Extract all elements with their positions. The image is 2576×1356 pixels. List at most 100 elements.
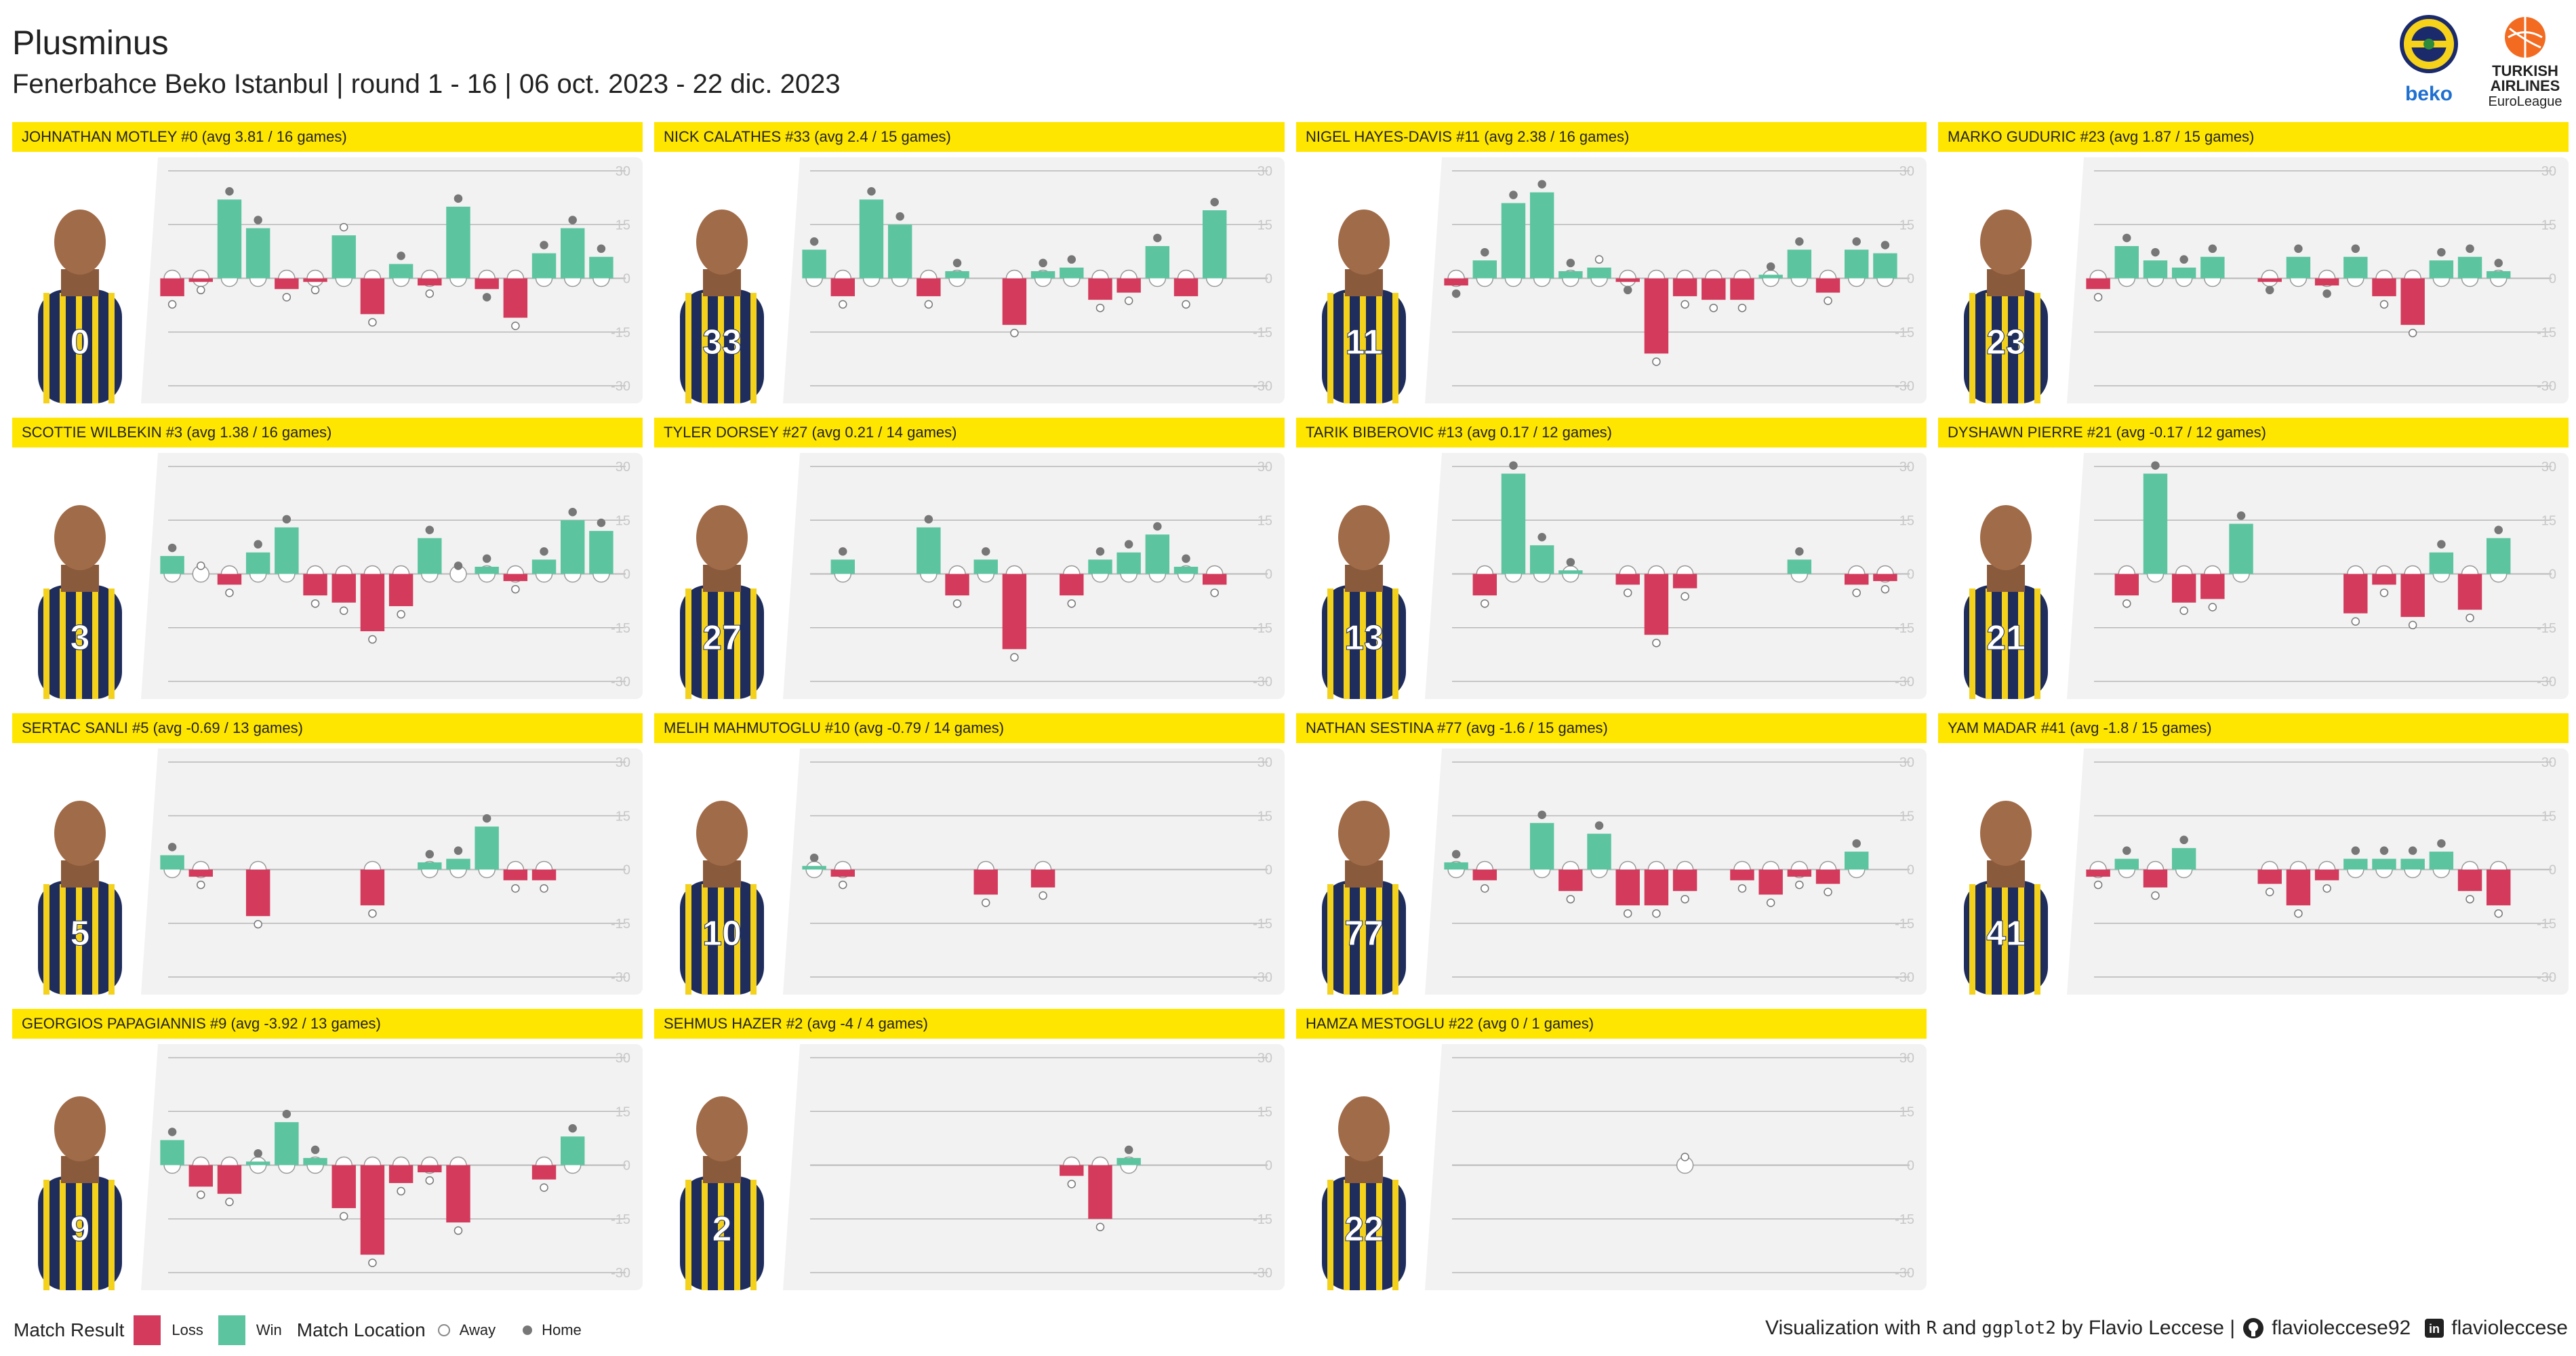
away-dot (225, 1197, 234, 1207)
plusminus-bar (388, 1165, 414, 1183)
y-tick-label: -15 (1895, 325, 1914, 340)
plusminus-bar (1444, 278, 1468, 286)
plusminus-bar (2143, 260, 2168, 279)
legend-win-label: Win (256, 1321, 282, 1338)
plusminus-bar (2171, 848, 2196, 870)
player-panel: SCOTTIE WILBEKIN #3 (avg 1.38 / 16 games… (12, 418, 643, 699)
panel-chart: 41 30 15 0 -15 -30 (1938, 749, 2556, 995)
plusminus-bar (1472, 260, 1497, 279)
player-panel: MELIH MAHMUTOGLU #10 (avg -0.79 / 14 gam… (654, 713, 1285, 995)
plusminus-bar (561, 228, 585, 279)
away-dot (1594, 255, 1604, 264)
y-tick-label: -30 (1253, 970, 1272, 985)
y-tick-label: 0 (2549, 863, 2556, 878)
plusminus-bar (2372, 574, 2396, 585)
y-tick-label: 30 (616, 460, 630, 475)
home-dot (2122, 233, 2131, 243)
home-dot (167, 1128, 177, 1136)
away-dot (1852, 589, 1861, 597)
y-tick-label: 15 (2541, 218, 2556, 233)
y-tick-label: 30 (2541, 755, 2556, 770)
y-tick-label: -30 (2537, 379, 2556, 394)
panel-chart: 2 30 15 0 -15 -30 (654, 1044, 1272, 1290)
plusminus-bar (1203, 574, 1227, 585)
jersey-stripe (43, 589, 49, 699)
away-dot (1067, 599, 1076, 608)
y-tick-label: 15 (1899, 809, 1914, 824)
jersey-stripe (60, 293, 66, 403)
jersey-number: 21 (1986, 618, 2026, 658)
y-tick-label: 15 (2541, 809, 2556, 824)
linkedin-icon: in (2425, 1319, 2444, 1338)
away-dot (397, 1186, 405, 1196)
home-dot (1852, 237, 1861, 246)
y-tick-label: 15 (616, 1104, 630, 1119)
plusminus-bar (589, 256, 613, 279)
home-dot (1594, 821, 1604, 830)
linkedin-handle[interactable]: flavioleccese (2451, 1317, 2568, 1339)
jersey-stripe (734, 884, 740, 995)
y-tick-label: 30 (1257, 755, 1272, 770)
plusminus-bar (802, 250, 826, 279)
away-dot (540, 1183, 548, 1192)
plusminus-bar (160, 278, 184, 296)
home-dot (1537, 810, 1546, 820)
jersey-number: 23 (1986, 323, 2026, 362)
jersey-stripe (1969, 884, 1975, 995)
plusminus-bar (217, 1165, 242, 1194)
away-dot (1795, 880, 1804, 890)
player-panel: JOHNATHAN MOTLEY #0 (avg 3.81 / 16 games… (12, 122, 643, 403)
home-dot (225, 187, 234, 196)
home-dot (1481, 247, 1489, 257)
home-dot (282, 1109, 291, 1119)
plusminus-bar (446, 858, 470, 870)
away-dot (1481, 884, 1489, 893)
y-tick-label: 0 (2549, 272, 2556, 287)
plusminus-bar (830, 869, 855, 877)
away-dot (368, 318, 377, 327)
y-tick-label: 15 (1257, 513, 1272, 528)
jersey-stripe (685, 884, 691, 995)
home-dot (2322, 289, 2331, 298)
panel-chart: 13 30 15 0 -15 -30 (1296, 453, 1914, 699)
plusminus-bar (1815, 278, 1840, 293)
plusminus-bar (388, 574, 414, 607)
away-dot (2379, 300, 2389, 309)
y-tick-label: -30 (1253, 675, 1272, 690)
home-dot (1795, 547, 1804, 556)
jersey-stripe (2034, 293, 2040, 403)
home-dot (1509, 461, 1518, 470)
player-panel: NICK CALATHES #33 (avg 2.4 / 15 games) 33… (654, 122, 1285, 403)
legend-home-dot (523, 1325, 533, 1335)
player-head (1338, 210, 1390, 275)
home-dot (895, 212, 904, 221)
plusminus-bar (2487, 538, 2511, 574)
away-dot (1681, 1153, 1689, 1161)
away-dot (511, 584, 520, 594)
y-tick-label: 30 (1257, 460, 1272, 475)
away-dot (2151, 891, 2160, 900)
y-tick-label: -15 (1253, 917, 1272, 932)
jersey-stripe (685, 293, 691, 403)
plusminus-bar (1672, 869, 1697, 892)
plusminus-bar (360, 869, 385, 906)
home-dot (454, 846, 463, 855)
home-dot (1880, 241, 1890, 250)
away-dot (310, 285, 320, 295)
jersey-number: 13 (1344, 618, 1384, 658)
y-tick-label: -30 (1253, 379, 1272, 394)
github-handle[interactable]: flavioleccese92 (2272, 1317, 2411, 1339)
home-dot (809, 853, 819, 862)
home-dot (2351, 244, 2360, 254)
home-dot (1766, 262, 1775, 271)
away-dot (1481, 599, 1489, 608)
legend-home-label: Home (542, 1321, 582, 1338)
panel-title: DYSHAWN PIERRE #21 (avg -0.17 / 12 games… (1938, 418, 2569, 447)
plusminus-bar (2429, 852, 2454, 870)
home-dot (425, 850, 435, 859)
away-dot (981, 898, 990, 907)
plusminus-bar (360, 1165, 385, 1255)
jersey-number: 77 (1344, 914, 1384, 953)
y-tick-label: -15 (2537, 325, 2556, 340)
league-logo: TURKISH AIRLINES EuroLeague (2489, 17, 2562, 109)
